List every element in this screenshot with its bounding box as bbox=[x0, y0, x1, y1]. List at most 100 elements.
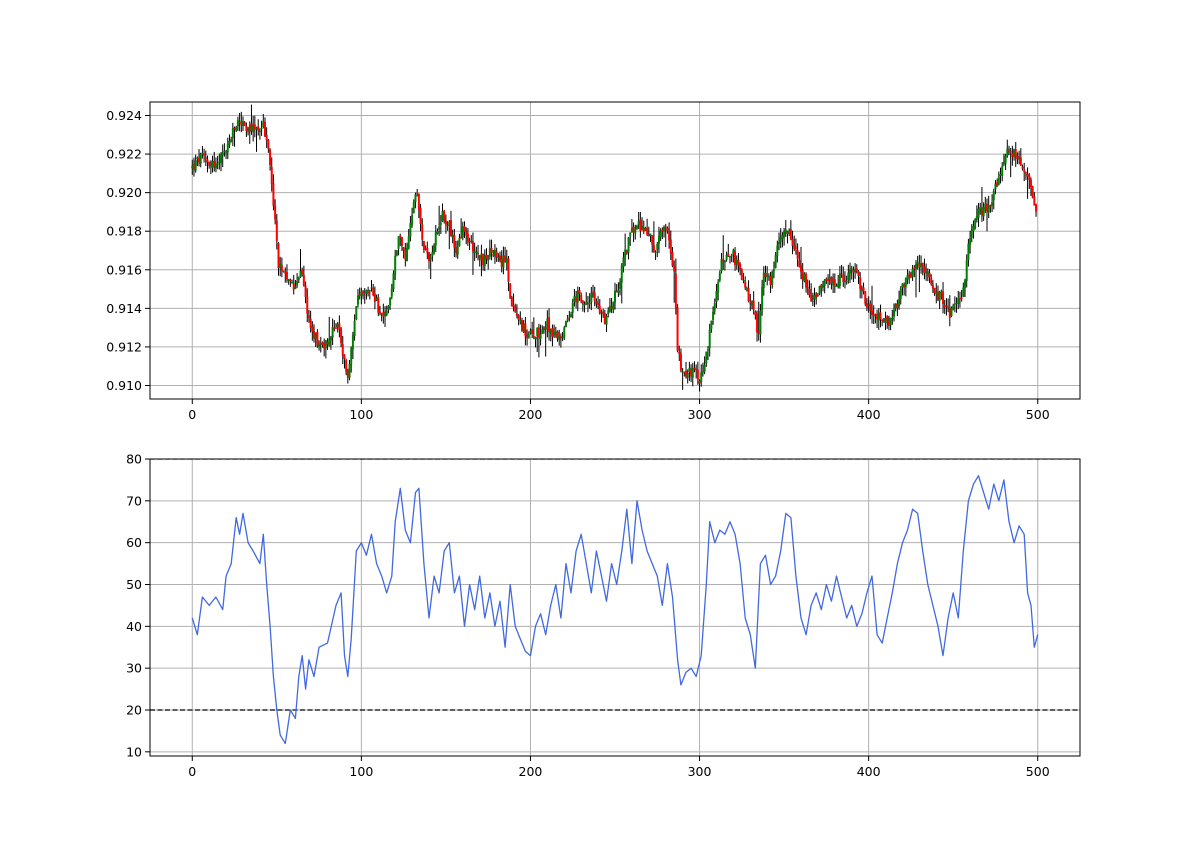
candle-body bbox=[904, 278, 907, 288]
candle-body bbox=[456, 246, 459, 255]
candle-body bbox=[940, 291, 943, 294]
candle-body bbox=[203, 153, 206, 156]
candle-body bbox=[867, 304, 870, 306]
candle-body bbox=[411, 214, 414, 225]
candle-body bbox=[196, 157, 199, 159]
candle-body bbox=[378, 311, 381, 314]
candle-body bbox=[876, 314, 879, 320]
candle-body bbox=[380, 313, 383, 315]
price-candlestick-panel: 0 100 200 300 400 500 0.910 0.912 0.914 0.916 0.91… bbox=[106, 101, 1081, 422]
candle-body bbox=[392, 273, 395, 290]
candle-body bbox=[263, 121, 266, 137]
candle-body bbox=[536, 327, 539, 336]
candle-body bbox=[345, 360, 348, 372]
candle-body bbox=[512, 305, 515, 308]
candle-body bbox=[749, 302, 752, 304]
candle-body bbox=[285, 271, 288, 280]
candle-body bbox=[1007, 149, 1010, 151]
candle-body bbox=[211, 161, 214, 168]
candle-body bbox=[635, 225, 638, 229]
candle-body bbox=[661, 229, 664, 232]
candle-body bbox=[882, 321, 885, 323]
candle-body bbox=[908, 273, 911, 275]
candle-body bbox=[294, 286, 297, 289]
candle-body bbox=[913, 267, 916, 269]
candle-body bbox=[504, 256, 507, 262]
candle-body bbox=[270, 166, 273, 184]
oscillator-line bbox=[191, 475, 1039, 745]
candle-body bbox=[718, 272, 721, 281]
candle-body bbox=[821, 284, 824, 288]
candle-body bbox=[461, 226, 464, 238]
candle-body bbox=[499, 255, 502, 261]
candle-body bbox=[855, 268, 858, 272]
candle-body bbox=[614, 290, 616, 303]
candle-body bbox=[717, 282, 720, 293]
candle-body bbox=[583, 304, 586, 306]
candle-body bbox=[340, 328, 343, 344]
candle-body bbox=[921, 262, 924, 267]
candle-body bbox=[625, 250, 628, 254]
candle-body bbox=[389, 297, 392, 306]
candle-body bbox=[510, 297, 513, 307]
candle-body bbox=[439, 222, 442, 225]
candle-body bbox=[678, 351, 681, 354]
candle-body bbox=[757, 332, 760, 334]
candle-body bbox=[676, 307, 679, 351]
candle-body bbox=[984, 203, 987, 209]
candle-body bbox=[712, 311, 715, 320]
candle-body bbox=[909, 274, 912, 278]
candle-body bbox=[967, 243, 970, 261]
candle-body bbox=[602, 311, 605, 315]
candle-body bbox=[806, 286, 809, 289]
y-tick-label: 0.918 bbox=[106, 224, 142, 239]
candle-body bbox=[1016, 155, 1019, 160]
candle-body bbox=[465, 231, 468, 236]
candle-body bbox=[362, 291, 365, 294]
candle-body bbox=[691, 368, 694, 378]
candle-body bbox=[728, 256, 731, 258]
candle-body bbox=[887, 321, 890, 326]
candle-body bbox=[681, 371, 684, 373]
candle-body bbox=[539, 333, 542, 339]
candle-body bbox=[850, 268, 853, 271]
candle-body bbox=[385, 310, 388, 316]
candle-body bbox=[637, 221, 640, 225]
candle-body bbox=[641, 226, 644, 230]
candle-body bbox=[220, 154, 223, 164]
candle-body bbox=[794, 247, 797, 249]
candle-body bbox=[438, 226, 441, 230]
candle-body bbox=[827, 279, 830, 282]
candle-body bbox=[950, 307, 953, 317]
candle-body bbox=[192, 164, 195, 170]
candle-body bbox=[250, 123, 253, 132]
candle-body bbox=[515, 313, 518, 316]
candle-body bbox=[764, 273, 767, 277]
candle-body bbox=[776, 245, 779, 257]
candle-body bbox=[659, 230, 662, 238]
candle-body bbox=[356, 295, 359, 305]
candle-body bbox=[473, 250, 476, 253]
candle-body bbox=[466, 233, 469, 243]
candle-body bbox=[360, 291, 363, 296]
candle-body bbox=[943, 305, 946, 308]
candle-body bbox=[933, 287, 936, 294]
candle-body bbox=[580, 294, 583, 302]
candle-body bbox=[632, 226, 635, 233]
candle-body bbox=[652, 244, 655, 253]
candle-body bbox=[313, 331, 316, 339]
x-tick-label: 400 bbox=[857, 764, 881, 779]
candle-body bbox=[720, 259, 723, 271]
candle-body bbox=[531, 329, 534, 335]
candle-body bbox=[994, 183, 997, 190]
candle-body bbox=[218, 161, 221, 163]
candle-body bbox=[931, 284, 934, 289]
candle-body bbox=[453, 234, 456, 248]
y-tick-label: 20 bbox=[126, 702, 142, 717]
candle-body bbox=[735, 259, 738, 265]
candle-body bbox=[769, 275, 772, 286]
candle-body bbox=[395, 250, 398, 256]
candle-body bbox=[350, 347, 353, 365]
candle-body bbox=[458, 237, 461, 247]
